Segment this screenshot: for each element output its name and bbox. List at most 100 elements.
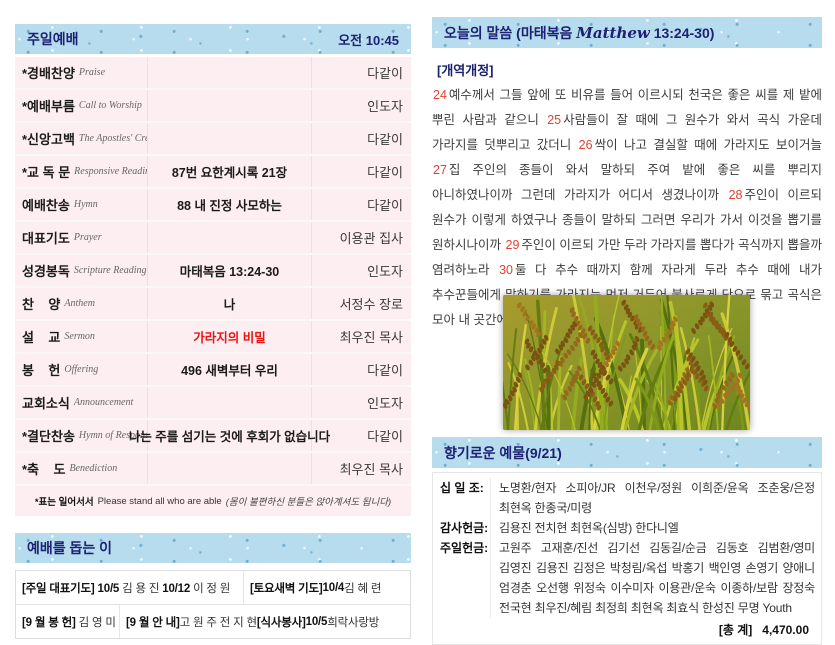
todays-word-header: 오늘의 말씀 (마태복음 Matthew 13:24-30) <box>432 17 822 48</box>
order-item-label: *교 독 문 Responsive Reading <box>15 156 148 187</box>
order-item-english: Call to Worship <box>78 100 142 111</box>
order-item-person: 다같이 <box>367 132 403 147</box>
order-item-english: Praise <box>78 67 106 78</box>
order-item-person: 다같이 <box>367 363 403 378</box>
helper-name: 김 용 진 <box>122 582 160 595</box>
order-row: 교회소식 Announcement 인도자 <box>15 387 411 420</box>
order-item-content: 88 내 진정 사모하는 <box>148 189 312 220</box>
order-item-korean: 대표기도 <box>22 231 70 246</box>
helper-role-label: 10/4 <box>322 581 345 594</box>
verse-number: 26 <box>578 138 593 152</box>
offering-grid: 십 일 조: 노명환/현자 소피아/JR 이천우/정원 이희준/윤옥 조춘웅/은정… <box>433 478 815 618</box>
order-row: 대표기도 Prayer 이용관 집사 <box>15 222 411 255</box>
order-item-person: 최우진 목사 <box>339 330 403 345</box>
order-item-english: Scripture Reading <box>73 265 147 276</box>
order-item-person: 다같이 <box>367 165 403 180</box>
offering-total-label: [총 계] <box>718 623 753 637</box>
order-item-person: 다같이 <box>367 66 403 81</box>
order-item-english: Offering <box>64 364 99 375</box>
order-item-person: 서정수 장로 <box>339 297 403 312</box>
order-item-person: 다같이 <box>367 429 403 444</box>
helper-role-label: [토요새벽 기도] <box>250 582 323 595</box>
offering-section-header: 향기로운 예물(9/21) <box>432 437 822 468</box>
order-item-english: The Apostles' Creed <box>78 133 147 144</box>
worship-time: 오전 10:45 <box>338 32 399 48</box>
order-row: 설 교 Sermon 가라지의 비밀 최우진 목사 <box>15 321 411 354</box>
order-item-korean: 봉 헌 <box>22 363 61 378</box>
order-item-korean: *예배부름 <box>22 99 75 114</box>
offering-row-names: 고원주 고재훈/진선 김기선 김동길/순금 김동호 김범환/영미 김영진 김용진… <box>499 541 815 615</box>
offering-title: 향기로운 예물(9/21) <box>444 444 562 461</box>
order-item-person: 인도자 <box>367 99 403 114</box>
order-item-label: 대표기도 Prayer <box>15 222 148 253</box>
helper-role-label: [9 월 봉 헌] <box>22 616 76 629</box>
helpers-row: [주일 대표기도] 10/5 김 용 진 10/12 이 정 원 [토요새벽 기도… <box>16 571 410 604</box>
order-item-korean: 성경봉독 <box>22 264 70 279</box>
order-item-content: 가라지의 비밀 <box>148 321 312 352</box>
helpers-table: [주일 대표기도] 10/5 김 용 진 10/12 이 정 원 [토요새벽 기도… <box>15 570 411 639</box>
helpers-cell: [9 월 봉 헌] 김 영 미 <box>16 614 119 630</box>
verse-number: 28 <box>728 188 743 202</box>
order-item-label: 설 교 Sermon <box>15 321 148 352</box>
worship-section-header: 주일예배 오전 10:45 <box>15 24 411 54</box>
helper-name: 고 원 주 전 지 현 <box>179 616 257 629</box>
helper-role-label: [9 월 안 내] <box>126 616 180 629</box>
order-row: 봉 헌 Offering 496 새벽부터 우리 다같이 <box>15 354 411 387</box>
helper-role-label: [식사봉사] <box>256 616 306 629</box>
helpers-cell: [9 월 안 내] 고 원 주 전 지 현 [식사봉사] 10/5 희락사랑방 <box>119 605 410 638</box>
order-item-content: 마태복음 13:24-30 <box>148 255 312 286</box>
verse-number: 30 <box>499 263 513 277</box>
order-item-korean: 찬 양 <box>22 297 61 312</box>
order-item-label: 교회소식 Announcement <box>15 387 148 418</box>
order-item-english: Responsive Reading <box>74 166 148 177</box>
order-item-label: *예배부름 Call to Worship <box>15 90 148 121</box>
helper-role-label: [주일 대표기도] <box>22 582 95 595</box>
stand-note-english: Please stand all who are able <box>97 495 222 507</box>
helper-name: 김 영 미 <box>78 616 116 629</box>
order-item-content: 496 새벽부터 우리 <box>148 354 312 385</box>
stand-note-korean: *표는 일어서서 <box>34 497 94 508</box>
order-item-content <box>148 453 312 484</box>
offering-row-label: 감사헌금: <box>433 518 491 538</box>
order-item-english: Prayer <box>73 232 102 243</box>
order-item-content: 나 <box>148 288 312 319</box>
order-item-label: 예배찬송 Hymn <box>15 189 148 220</box>
order-item-english: Hymn of Response <box>78 430 148 441</box>
order-row: *교 독 문 Responsive Reading 87번 요한계시록 21장 다같이 <box>15 156 411 189</box>
order-item-label: *축 도 Benediction <box>15 453 148 484</box>
translation-label: [개역개정] <box>437 63 494 78</box>
worship-order-table: *경배찬양 Praise 다같이 *예배부름 Call to Worship 인도자 *신앙… <box>15 57 411 516</box>
verse-number: 29 <box>505 238 520 252</box>
order-row: *경배찬양 Praise 다같이 <box>15 57 411 90</box>
helpers-row: [9 월 봉 헌] 김 영 미 [9 월 안 내] 고 원 주 전 지 현 [식사… <box>16 604 410 638</box>
offering-total: [총 계] 4,470.00 <box>433 618 815 638</box>
order-item-person: 이용관 집사 <box>339 231 403 246</box>
offering-row-names: 김용진 전치현 최현옥(심방) 한다니엘 <box>499 521 679 535</box>
verse-number: 27 <box>433 163 447 177</box>
helpers-title: 예배를 돕는 이 <box>27 540 113 556</box>
order-item-content: 나는 주를 섬기는 것에 후회가 없습니다 <box>129 420 330 451</box>
order-item-content <box>148 387 312 418</box>
order-item-english: Sermon <box>64 331 95 342</box>
word-title-suffix: 13:24-30) <box>649 24 715 41</box>
order-row: *결단찬송 Hymn of Response 나는 주를 섬기는 것에 후회가 없습… <box>15 420 411 453</box>
order-item-content <box>148 57 312 88</box>
helper-role-label: 10/12 <box>162 582 191 595</box>
order-item-korean: *경배찬양 <box>22 66 75 81</box>
order-item-korean: 교회소식 <box>22 396 70 411</box>
stand-note: *표는 일어서서 Please stand all who are able (몸이… <box>15 486 411 516</box>
helpers-cell: [토요새벽 기도] 10/4 김 혜 련 <box>243 571 410 604</box>
offering-table: 십 일 조: 노명환/현자 소피아/JR 이천우/정원 이희준/윤옥 조춘웅/은정… <box>432 472 822 645</box>
order-item-label: *결단찬송 Hymn of Response <box>15 420 148 451</box>
order-item-korean: 예배찬송 <box>22 198 70 213</box>
order-row: 찬 양 Anthem 나 서정수 장로 <box>15 288 411 321</box>
helper-name: 이 정 원 <box>193 582 231 595</box>
order-item-person: 다같이 <box>367 198 403 213</box>
order-item-korean: *신앙고백 <box>22 132 75 147</box>
rice-field-illustration <box>503 295 750 430</box>
order-item-person: 인도자 <box>367 396 403 411</box>
helpers-cell: [주일 대표기도] 10/5 김 용 진 10/12 이 정 원 <box>16 580 243 596</box>
word-title-matthew: Matthew <box>576 23 650 42</box>
